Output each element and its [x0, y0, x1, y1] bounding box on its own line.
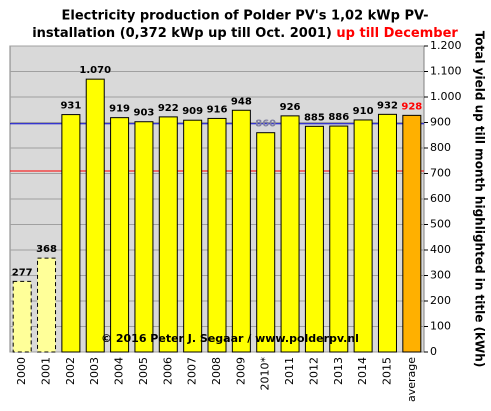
bar — [256, 132, 276, 353]
x-tick-label: 2002 — [64, 357, 77, 385]
watermark: © 2016 Peter J. Segaar / www.polderpv.nl — [101, 332, 359, 345]
x-tick-label: 2004 — [113, 357, 126, 385]
x-tick-label: 2007 — [186, 357, 199, 385]
value-label: 860 — [255, 119, 276, 130]
value-label: 903 — [134, 108, 155, 119]
x-tick-label: average — [405, 357, 418, 402]
value-label: 886 — [328, 112, 349, 123]
x-tick-label: 2010* — [259, 357, 272, 391]
value-label: 922 — [158, 103, 179, 114]
bar — [37, 257, 57, 353]
title-highlight: up till December — [336, 26, 458, 41]
value-label: 885 — [304, 112, 325, 123]
y-tick-label: 100 — [430, 320, 451, 333]
x-tick-label: 2011 — [283, 357, 296, 385]
y-tick-label: 1.000 — [430, 90, 462, 103]
x-tick-label: 2000 — [15, 357, 28, 385]
y-tick-label: 1.200 — [430, 39, 462, 52]
value-label: 926 — [280, 102, 301, 113]
value-label: 368 — [36, 244, 57, 255]
title-part: installation (0,372 kWp up till Oct. 200… — [32, 26, 332, 41]
bar — [12, 280, 32, 353]
bar — [304, 125, 324, 353]
y-tick-label: 300 — [430, 269, 451, 282]
y-tick-label: 500 — [430, 218, 451, 231]
bar — [61, 114, 81, 353]
bar — [402, 114, 422, 353]
bar — [231, 109, 251, 353]
bar — [110, 117, 130, 353]
value-label: 948 — [231, 96, 252, 107]
bar — [207, 117, 227, 353]
value-label: 277 — [12, 267, 33, 278]
y-tick-label: 0 — [430, 345, 437, 358]
bar — [329, 125, 349, 353]
value-label: 909 — [182, 106, 203, 117]
y-tick-label: 600 — [430, 192, 451, 205]
y-tick-label: 800 — [430, 141, 451, 154]
x-tick-label: 2013 — [332, 357, 345, 385]
bar — [158, 116, 178, 353]
value-label: 932 — [377, 100, 398, 111]
x-tick-label: 2003 — [88, 357, 101, 385]
x-tick-label: 2008 — [210, 357, 223, 385]
chart-title: Electricity production of Polder PV's 1,… — [62, 9, 429, 24]
x-tick-label: 2012 — [307, 357, 320, 385]
x-tick-label: 2005 — [137, 357, 150, 385]
y-tick-label: 700 — [430, 167, 451, 180]
y-tick-label: 1.100 — [430, 65, 462, 78]
value-label: 931 — [60, 101, 81, 112]
value-label: 928 — [401, 101, 422, 112]
x-tick-label: 2001 — [40, 357, 53, 385]
y-tick-label: 200 — [430, 294, 451, 307]
bar — [134, 121, 154, 353]
value-label: 910 — [353, 106, 374, 117]
value-label: 919 — [109, 104, 130, 115]
bar — [280, 115, 300, 353]
y-tick-label: 900 — [430, 116, 451, 129]
bar — [353, 119, 373, 353]
bar — [183, 119, 203, 353]
bar — [85, 78, 105, 353]
value-label: 916 — [207, 104, 228, 115]
y-tick-label: 400 — [430, 243, 451, 256]
bar — [377, 113, 397, 353]
chart-title-line2: installation (0,372 kWp up till Oct. 200… — [32, 26, 458, 41]
value-label: 1.070 — [79, 65, 111, 76]
x-tick-label: 2009 — [234, 357, 247, 385]
x-tick-label: 2015 — [380, 357, 393, 385]
x-tick-label: 2006 — [161, 357, 174, 385]
y-axis-title: Total yield up till month highlighted in… — [473, 31, 487, 368]
x-tick-label: 2014 — [356, 357, 369, 385]
